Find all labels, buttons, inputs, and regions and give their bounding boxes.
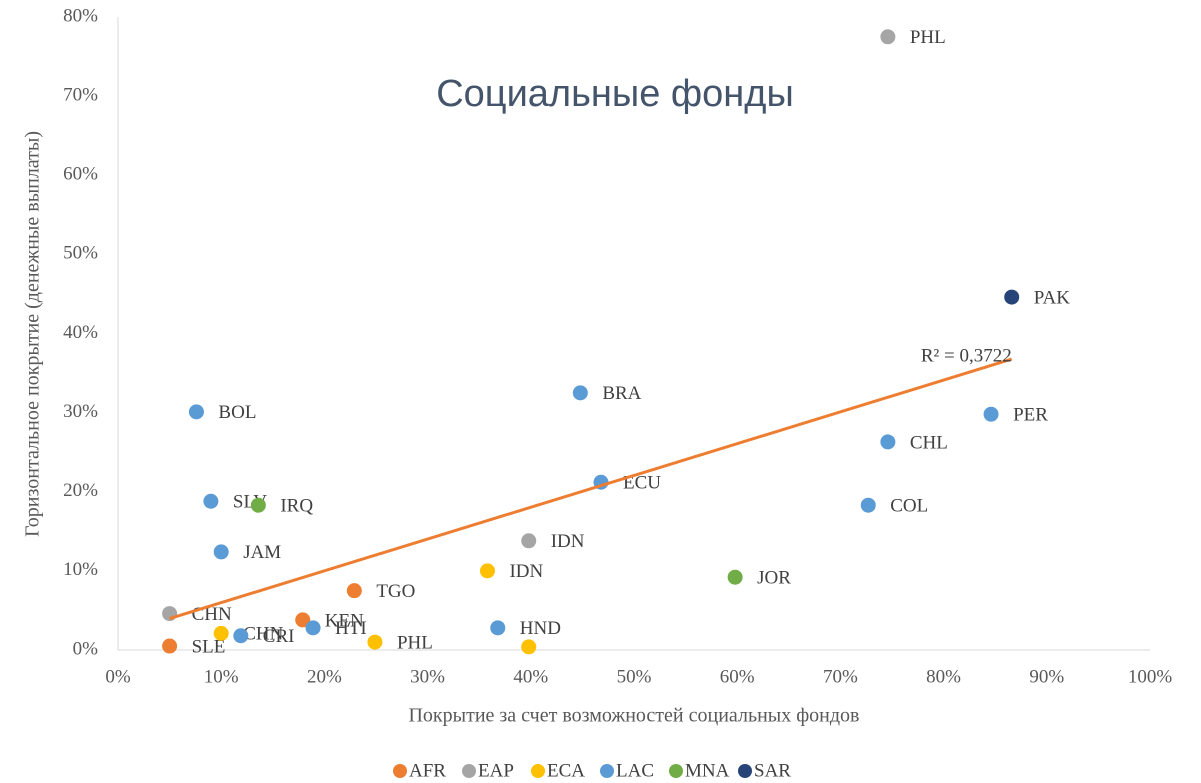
point-label: BOL [218, 402, 256, 423]
legend-label: AFR [409, 760, 446, 781]
x-tick-label: 80% [926, 666, 961, 687]
legend-label: LAC [616, 760, 654, 781]
point [983, 406, 999, 422]
legend-marker [393, 764, 407, 778]
point-label: PHL [397, 632, 433, 653]
point-label: CHN [243, 624, 283, 645]
legend-label: SAR [754, 760, 791, 781]
point [1004, 289, 1020, 305]
point [188, 404, 204, 420]
point [213, 625, 229, 641]
y-tick-label: 0% [73, 638, 99, 659]
point-label: HND [520, 618, 561, 639]
x-tick-label: 90% [1029, 666, 1064, 687]
point-label: ECU [623, 473, 661, 494]
x-tick-label: 70% [823, 666, 858, 687]
x-tick-label: 30% [410, 666, 445, 687]
y-axis-title: Горизонтальное покрытие (денежные выплат… [22, 131, 44, 537]
point [521, 533, 537, 549]
y-tick-label: 50% [63, 243, 98, 264]
x-tick-label: 100% [1128, 666, 1173, 687]
legend-marker [738, 764, 752, 778]
point [233, 628, 249, 644]
point [162, 638, 178, 654]
y-tick-label: 10% [63, 559, 98, 580]
point [880, 29, 896, 45]
point-label: JOR [757, 568, 791, 589]
point-label: PHL [910, 27, 946, 48]
legend-label: MNA [685, 760, 730, 781]
x-tick-label: 20% [307, 666, 342, 687]
point-label: JAM [243, 542, 281, 563]
y-tick-label: 60% [63, 164, 98, 185]
point [572, 385, 588, 401]
point [213, 544, 229, 560]
point [295, 612, 311, 628]
x-tick-label: 0% [105, 666, 131, 687]
point-label: SLE [192, 636, 226, 657]
x-tick-label: 40% [513, 666, 548, 687]
x-tick-label: 10% [204, 666, 239, 687]
legend-label: EAP [478, 760, 514, 781]
point [346, 583, 362, 599]
trendline [169, 357, 1013, 620]
legend-label: ECA [547, 760, 585, 781]
point-label: IRQ [280, 496, 313, 517]
y-tick-label: 40% [63, 322, 98, 343]
legend-marker [600, 764, 614, 778]
point [490, 620, 506, 636]
y-tick-label: 20% [63, 480, 98, 501]
legend-marker [531, 764, 545, 778]
point-label: IDN [509, 561, 543, 582]
x-tick-label: 50% [617, 666, 652, 687]
x-axis-title: Покрытие за счет возможностей социальных… [408, 705, 859, 727]
legend-marker [462, 764, 476, 778]
point [305, 620, 321, 636]
point [727, 569, 743, 585]
point-label: CHN [192, 604, 232, 625]
point-label: KEN [325, 610, 364, 631]
chart-title: Социальные фонды [436, 73, 794, 115]
point [250, 497, 266, 513]
y-tick-label: 80% [63, 5, 98, 26]
point-label: BRA [602, 383, 641, 404]
point-label: COL [890, 496, 928, 517]
point-label: PAK [1034, 287, 1071, 308]
point [479, 563, 495, 579]
point [203, 493, 219, 509]
point [162, 606, 178, 622]
y-tick-label: 30% [63, 401, 98, 422]
point-label: HTI [335, 618, 367, 639]
point-label: PER [1013, 405, 1048, 426]
point [367, 634, 383, 650]
legend-marker [669, 764, 683, 778]
point [880, 434, 896, 450]
point [521, 639, 537, 655]
point [860, 497, 876, 513]
point-label: TGO [376, 581, 415, 602]
point-label: CRI [263, 626, 295, 647]
r-squared: R² = 0,3722 [921, 345, 1012, 366]
point-label: IDN [551, 531, 585, 552]
point-label: CHL [910, 432, 948, 453]
x-tick-label: 60% [720, 666, 755, 687]
y-tick-label: 70% [63, 84, 98, 105]
